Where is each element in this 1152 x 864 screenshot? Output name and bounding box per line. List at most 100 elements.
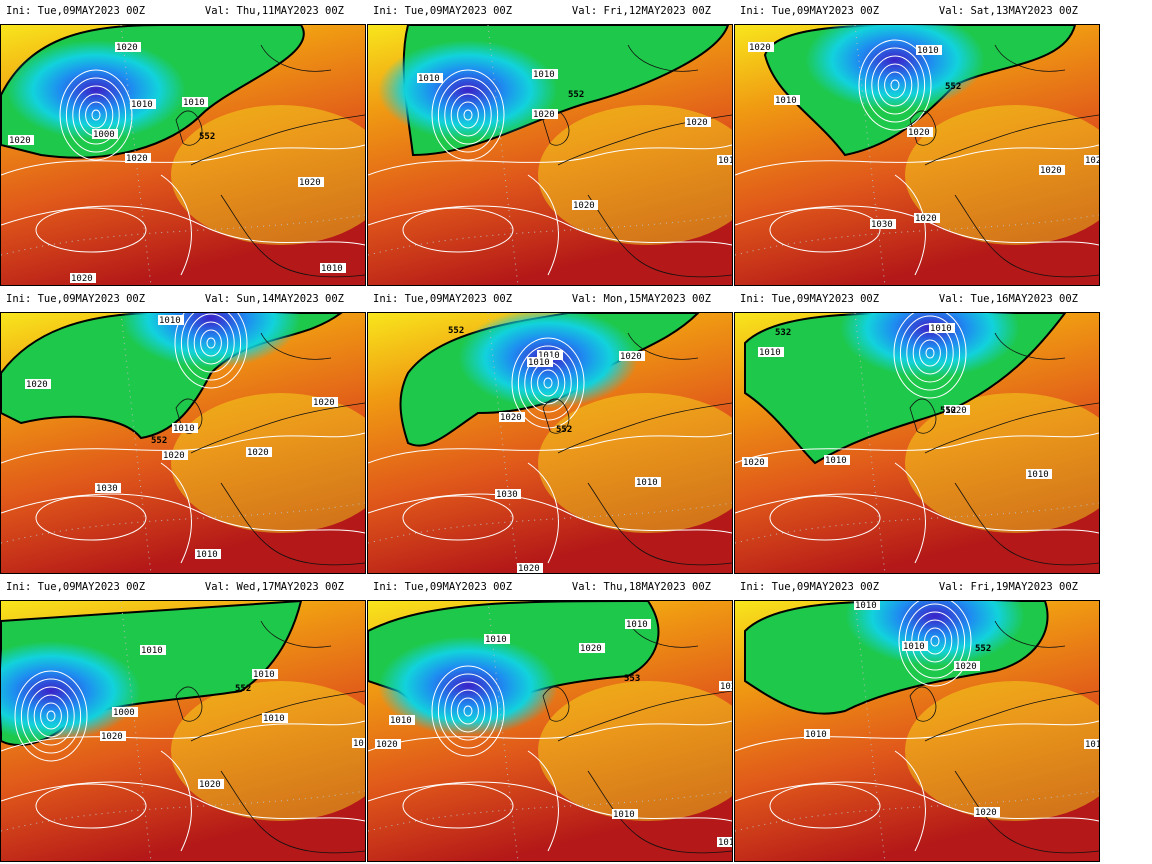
contour-label: 1000 — [93, 130, 115, 140]
contour-label: 1010 — [196, 550, 218, 560]
contour-label: 1020 — [500, 413, 522, 423]
contour-labels: 1010 1010 552 1020 1020 1010 1020 — [417, 69, 732, 211]
isobar-contours — [1, 670, 365, 852]
contour-label: 1020 — [299, 178, 321, 188]
valid-time-label: Val: Sat,13MAY2023 00Z — [938, 5, 1078, 17]
contour-label: 1010 — [528, 358, 550, 368]
coastlines — [909, 332, 1099, 566]
contour-label: 1010 — [1085, 740, 1099, 750]
valid-time-label: Val: Fri,19MAY2023 00Z — [938, 581, 1078, 593]
contour-label: 1010 — [775, 96, 797, 106]
panel-header: Ini: Tue,09MAY2023 00Z Val: Fri,19MAY2023… — [734, 576, 1100, 600]
forecast-panel: Ini: Tue,09MAY2023 00Z Val: Mon,15MAY2023… — [367, 288, 733, 576]
contour-label: 1030 — [496, 490, 518, 500]
weather-map: 1020 1010 1010 552 1020 1020 1030 1020 1020 — [734, 24, 1100, 286]
panel-header: Ini: Tue,09MAY2023 00Z Val: Fri,12MAY2023… — [367, 0, 733, 24]
contour-label: 1010 — [930, 324, 952, 334]
contour-label: 1010 — [855, 601, 877, 611]
contour-label: 1020 — [313, 398, 335, 408]
coastlines — [175, 44, 365, 278]
forecast-panel: Ini: Tue,09MAY2023 00Z Val: Fri,12MAY2023… — [367, 0, 733, 288]
panel-header: Ini: Tue,09MAY2023 00Z Val: Sat,13MAY2023… — [734, 0, 1100, 24]
coastlines — [175, 332, 365, 566]
contour-label: 1020 — [620, 352, 642, 362]
weather-map: 1010 1020 1020 1010 552 1020 1020 1030 1010 — [0, 312, 366, 574]
coastlines — [909, 620, 1099, 854]
contour-label: 553 — [624, 674, 640, 684]
contour-label: 552 — [199, 132, 215, 142]
isobar-contours — [735, 313, 1099, 564]
contour-label: 1020 — [376, 740, 398, 750]
contour-label: 1020 — [199, 780, 221, 790]
valid-time-label: Val: Tue,16MAY2023 00Z — [938, 293, 1078, 305]
contour-label: 1020 — [915, 214, 937, 224]
contour-label: 1010 — [390, 716, 412, 726]
forecast-panel: Ini: Tue,09MAY2023 00Z Val: Sat,13MAY2023… — [734, 0, 1100, 288]
init-time-label: Ini: Tue,09MAY2023 00Z — [6, 293, 146, 305]
contour-label: 552 — [556, 425, 572, 435]
weather-map: 1010100055210101020101010201010 — [0, 600, 366, 862]
panel-header: Ini: Tue,09MAY2023 00Z Val: Tue,16MAY2023… — [734, 288, 1100, 312]
panel-header: Ini: Tue,09MAY2023 00Z Val: Mon,15MAY2023… — [367, 288, 733, 312]
contour-label: 1010 — [485, 635, 507, 645]
coastlines — [909, 44, 1099, 278]
contour-label: 1000 — [113, 708, 135, 718]
contour-label: 1010 — [903, 642, 925, 652]
contour-labels: 1010100055210101020101010201010 — [100, 645, 365, 790]
contour-label: 1020 — [720, 682, 732, 692]
contour-labels: 1020 1010 1010 1000 552 1020 1020 1020 1010 1020 — [8, 42, 346, 284]
contour-label: 1020 — [908, 128, 930, 138]
contour-label: 552 — [975, 644, 991, 654]
contour-labels: 1010 1020 1020 1010 552 1020 1020 1030 1010 — [25, 315, 338, 560]
contour-labels: 1010 1010 552 1020 1010 1010 1020 — [804, 601, 1099, 818]
contour-label: 1010 — [825, 456, 847, 466]
isobar-contours — [1, 69, 365, 276]
weather-map: 1020 1010 1010 1000 552 1020 1020 1020 1010 1020 — [0, 24, 366, 286]
forecast-panel: Ini: Tue,09MAY2023 00Z Val: Thu,11MAY2023… — [0, 0, 366, 288]
contour-label: 1030 — [96, 484, 118, 494]
contour-label: 1020 — [247, 448, 269, 458]
contour-label: 1020 — [945, 406, 967, 416]
panel-header: Ini: Tue,09MAY2023 00Z Val: Thu,18MAY2023… — [367, 576, 733, 600]
isobar-contours — [1, 313, 365, 564]
init-time-label: Ini: Tue,09MAY2023 00Z — [6, 581, 146, 593]
contour-label: 1010 — [159, 316, 181, 326]
contour-label: 1030 — [871, 220, 893, 230]
weather-map: 532 1010 1010 1020 552 1020 1010 1010 — [734, 312, 1100, 574]
contour-label: 1010 — [636, 478, 658, 488]
contour-label: 552 — [235, 684, 251, 694]
contour-label: 1020 — [116, 43, 138, 53]
coastlines — [542, 332, 732, 566]
contour-label: 1010 — [718, 156, 732, 166]
contour-label: 1010 — [759, 348, 781, 358]
init-time-label: Ini: Tue,09MAY2023 00Z — [740, 581, 880, 593]
contour-label: 1010 — [1027, 470, 1049, 480]
valid-time-label: Val: Mon,15MAY2023 00Z — [571, 293, 711, 305]
coastlines — [175, 620, 365, 854]
init-time-label: Ini: Tue,09MAY2023 00Z — [373, 581, 513, 593]
isobar-contours — [368, 665, 732, 852]
valid-time-label: Val: Thu,11MAY2023 00Z — [204, 5, 344, 17]
contour-label: 1010 — [538, 351, 560, 361]
contour-label: 1010 — [353, 739, 365, 749]
isobar-contours — [735, 39, 1099, 276]
contour-label: 1020 — [686, 118, 708, 128]
forecast-panel: Ini: Tue,09MAY2023 00Z Val: Thu,18MAY2023… — [367, 576, 733, 864]
panel-header: Ini: Tue,09MAY2023 00Z Val: Thu,11MAY2023… — [0, 0, 366, 24]
contour-label: 532 — [775, 328, 791, 338]
contour-labels: 1020 1010 1010 552 1020 1020 1030 1020 1020 — [748, 42, 1099, 230]
contour-label: 1010 — [805, 730, 827, 740]
contour-label: 1010 — [613, 810, 635, 820]
contour-label: 1010 — [418, 74, 440, 84]
contour-label: 1020 — [71, 274, 93, 284]
panel-header: Ini: Tue,09MAY2023 00Z Val: Sun,14MAY2023… — [0, 288, 366, 312]
weather-map: 1010 1010 552 1020 1010 1010 1020 — [734, 600, 1100, 862]
contour-label: 1020 — [126, 154, 148, 164]
contour-label: 552 — [448, 326, 464, 336]
contour-label: 1010 — [718, 838, 732, 848]
contour-label: 1020 — [1085, 156, 1099, 166]
contour-label: 1020 — [955, 662, 977, 672]
valid-time-label: Val: Wed,17MAY2023 00Z — [204, 581, 344, 593]
